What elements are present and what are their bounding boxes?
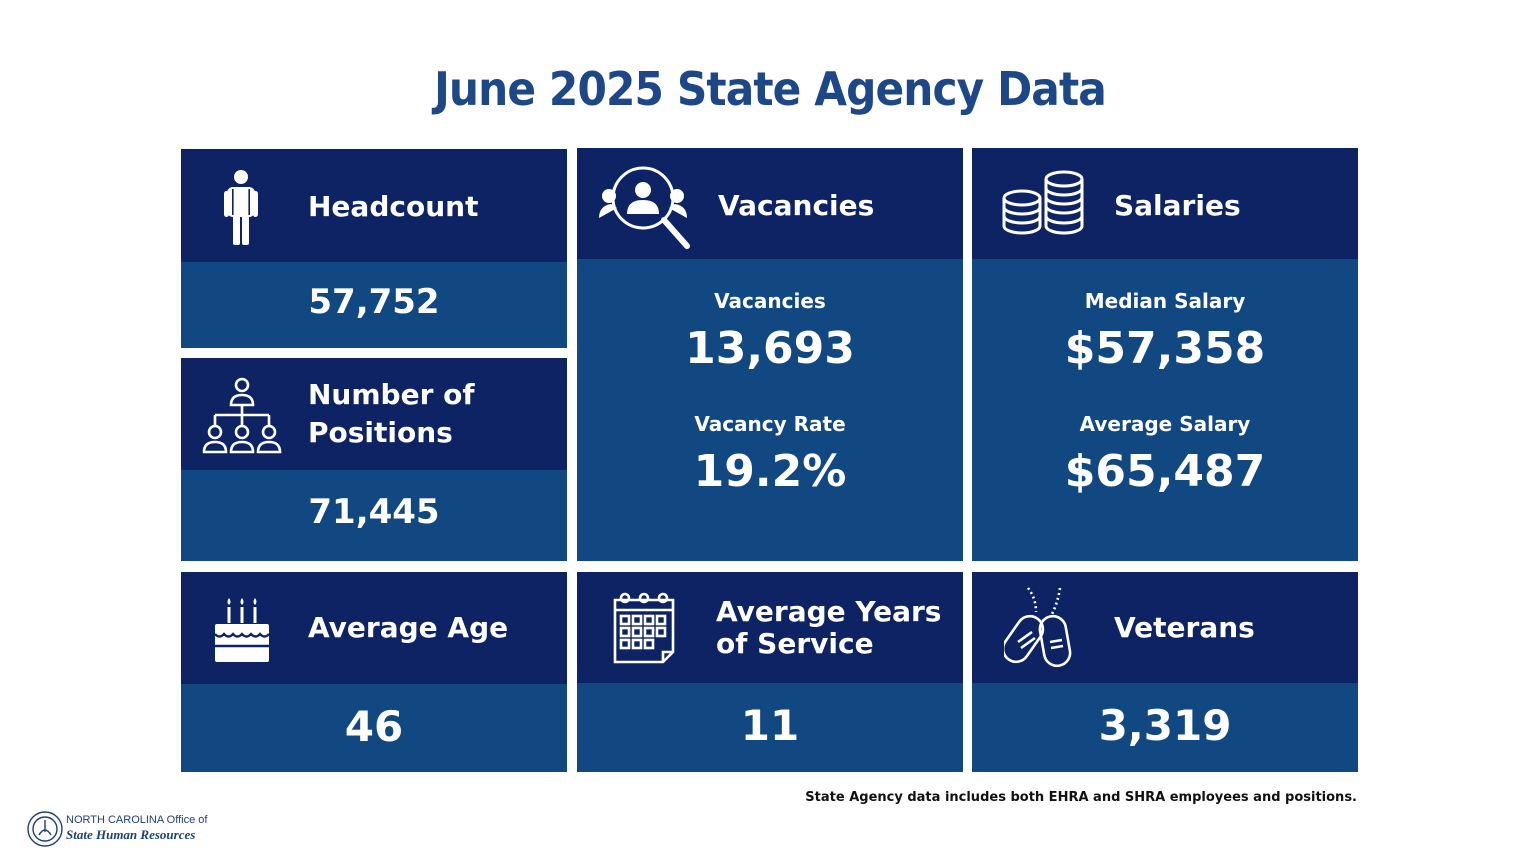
salaries-label: Salaries (1114, 189, 1241, 222)
average-age-value: 46 (344, 702, 404, 751)
vacancies-count-value: 13,693 (685, 323, 855, 374)
average-age-card: Average Age 46 (181, 572, 567, 772)
median-salary-label: Median Salary (1084, 289, 1246, 313)
vacancy-rate-value: 19.2% (693, 446, 847, 497)
vacancies-header: Vacancies (577, 148, 963, 259)
years-of-service-label-line1: Average Years (716, 595, 942, 628)
years-of-service-label-line2: of Service (716, 627, 874, 660)
vacancy-rate-label: Vacancy Rate (694, 412, 846, 436)
calendar-icon (613, 592, 675, 664)
logo-line2: State Human Resources (66, 827, 196, 842)
salaries-value-panel: Median Salary $57,358 Average Salary $65… (972, 259, 1358, 561)
veterans-value-panel: 3,319 (972, 683, 1358, 772)
average-age-value-panel: 46 (181, 684, 567, 772)
logo-line1: NORTH CAROLINA Office of (66, 814, 208, 826)
positions-value-panel: 71,445 (181, 470, 567, 561)
vacancies-count-label: Vacancies (714, 289, 826, 313)
person-icon (224, 170, 258, 245)
page-title: June 2025 State Agency Data (434, 62, 1107, 116)
positions-label-line1: Number of (308, 378, 475, 411)
vacancies-label: Vacancies (718, 189, 875, 222)
state-seal-icon (27, 811, 63, 847)
vacancies-card: Vacancies Vacancies 13,693 Vacancy Rate … (577, 148, 963, 561)
positions-value: 71,445 (308, 492, 440, 532)
average-age-header: Average Age (181, 572, 567, 684)
average-salary-label: Average Salary (1079, 412, 1251, 436)
birthday-cake-icon (214, 598, 270, 662)
years-of-service-card: Average Years of Service 11 (577, 572, 963, 772)
headcount-value: 57,752 (308, 282, 440, 322)
vacancies-value-panel: Vacancies 13,693 Vacancy Rate 19.2% (577, 259, 963, 561)
median-salary-value: $57,358 (1064, 323, 1266, 374)
footnote: State Agency data includes both EHRA and… (805, 790, 1357, 805)
ncoshr-logo: NORTH CAROLINA Office of State Human Res… (26, 810, 226, 850)
years-of-service-value-panel: 11 (577, 683, 963, 772)
average-salary-value: $65,487 (1064, 446, 1266, 497)
coin-stacks-icon (1002, 170, 1084, 235)
veterans-value: 3,319 (1098, 701, 1232, 750)
positions-card: Number of Positions 71,445 (181, 358, 567, 561)
veterans-label: Veterans (1114, 611, 1255, 644)
salaries-header: Salaries (972, 148, 1358, 259)
dog-tags-icon (1004, 587, 1072, 668)
headcount-value-panel: 57,752 (181, 262, 567, 348)
veterans-header: Veterans (972, 572, 1358, 683)
average-age-label: Average Age (308, 611, 509, 644)
veterans-card: Veterans 3,319 (972, 572, 1358, 772)
positions-header: Number of Positions (181, 358, 567, 470)
magnifier-people-icon (599, 166, 690, 249)
headcount-card: Headcount 57,752 (181, 149, 567, 348)
headcount-header: Headcount (181, 149, 567, 262)
years-of-service-header: Average Years of Service (577, 572, 963, 683)
salaries-card: Salaries Median Salary $57,358 Average S… (972, 148, 1358, 561)
org-chart-icon (202, 377, 282, 454)
years-of-service-value: 11 (740, 701, 800, 750)
positions-label-line2: Positions (308, 416, 453, 449)
headcount-label: Headcount (308, 190, 479, 223)
